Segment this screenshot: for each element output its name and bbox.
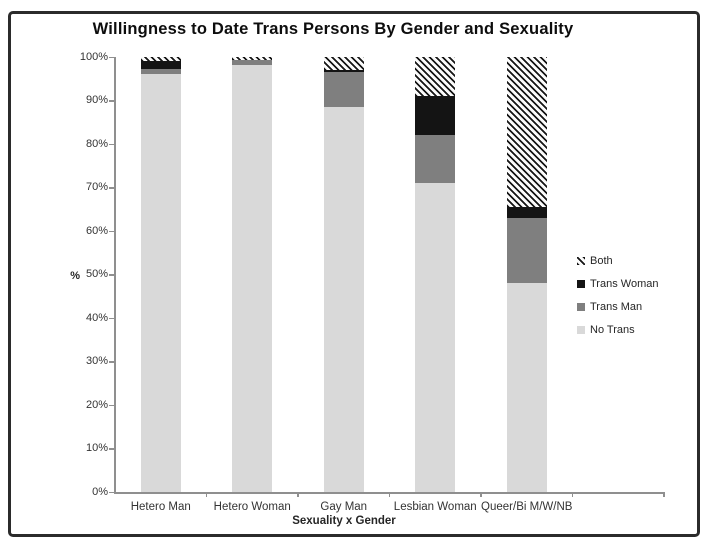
trans-woman-swatch-icon [577,280,585,288]
y-tick-mark [109,187,115,189]
legend-item-both: Both [577,254,658,268]
x-tick-mark [571,492,573,497]
legend-item-trans-man: Trans Man [577,300,658,314]
bar-segment-no-trans [140,74,181,492]
x-tick-mark [205,492,207,497]
y-tick-mark [109,317,115,319]
y-tick-mark [109,448,115,450]
y-tick-label: 20% [85,398,108,411]
y-tick-label: 80% [85,137,108,150]
bar-segment-trans-woman [506,207,547,218]
bar-segment-trans-man [506,217,547,284]
y-axis-title: % [70,270,80,282]
y-tick-label: 100% [79,50,108,63]
bar-segment-both [415,57,456,97]
y-tick-mark [109,491,115,493]
y-tick-label: 30% [85,355,108,367]
x-category-label: Gay Man [320,501,368,513]
y-tick-label: 60% [85,224,108,237]
no-trans-swatch-icon [577,326,585,334]
y-tick-mark [109,230,115,232]
x-tick-mark [663,492,665,497]
bar-segment-no-trans [415,183,456,492]
y-tick-mark [109,100,115,102]
x-category-label: Hetero Man [130,501,191,513]
y-tick-mark [109,404,115,406]
y-tick-mark [109,361,115,363]
x-tick-mark [480,492,482,497]
legend-label: Trans Man [590,301,643,313]
bar-segment-both [232,57,273,61]
x-category-label: Queer/Bi M/W/NB [481,501,573,513]
bar-segment-trans-woman [415,96,456,136]
bar-segment-no-trans [323,107,364,492]
x-category-label: Hetero Woman [213,501,291,513]
bar-segment-both [140,57,181,62]
legend: Both Trans Woman Trans Man No Trans [577,254,658,337]
both-swatch-icon [577,257,585,265]
y-tick-label: 50% [85,268,108,280]
chart-title: Willingness to Date Trans Persons By Gen… [92,20,574,38]
legend-label: Both [590,255,613,267]
bar-segment-trans-woman [323,70,364,73]
y-tick-mark [109,143,115,145]
bar-segment-no-trans [232,64,273,492]
x-tick-mark [297,492,299,497]
y-tick-mark [109,274,115,276]
legend-item-no-trans: No Trans [577,323,658,337]
y-tick-label: 70% [85,181,108,193]
bar-segment-trans-woman [140,61,181,70]
legend-item-trans-woman: Trans Woman [577,277,658,291]
y-tick-label: 40% [85,311,108,324]
bar-segment-both [506,57,547,208]
bar-segment-trans-man [323,72,364,108]
y-tick-label: 10% [85,442,108,454]
legend-label: No Trans [590,324,635,336]
y-tick-mark [109,56,115,58]
x-category-label: Lesbian Woman [393,501,477,513]
y-tick-label: 90% [85,94,108,106]
bar-segment-both [323,57,364,71]
bar-segment-trans-man [415,135,456,184]
bar-segment-trans-man [140,69,181,75]
bar-segment-no-trans [506,283,547,492]
x-tick-mark [388,492,390,497]
x-axis-title: Sexuality x Gender [292,515,396,527]
bar-segment-trans-man [232,60,273,65]
y-tick-label: 0% [92,485,108,498]
trans-man-swatch-icon [577,303,585,311]
legend-label: Trans Woman [590,278,659,290]
